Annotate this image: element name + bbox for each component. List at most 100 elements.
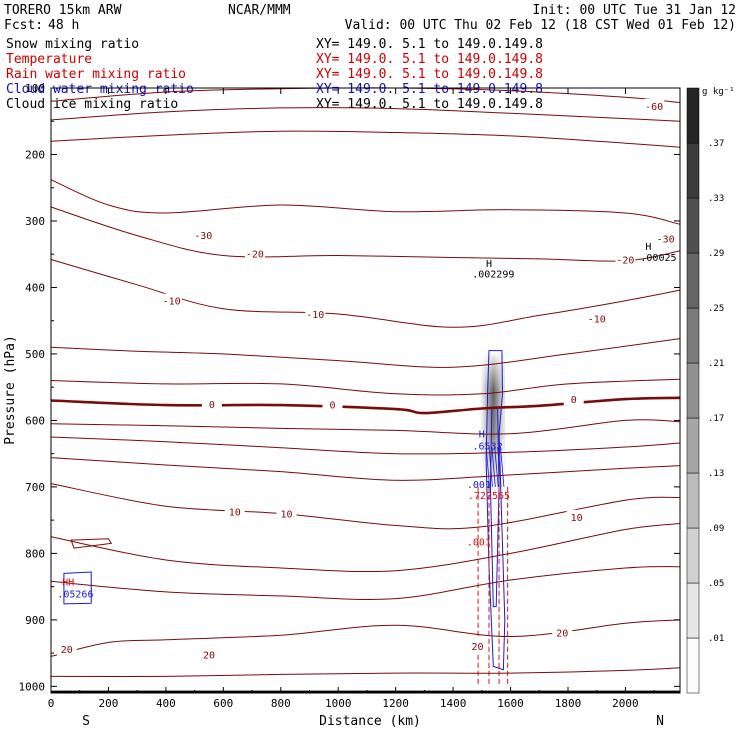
temperature-contour-label: 20 [556, 629, 568, 640]
y-tick-label: 600 [25, 414, 45, 427]
temperature-contour--10 [50, 259, 681, 328]
x-axis-start-label: S [82, 714, 90, 729]
colorbar-segment [686, 472, 700, 529]
contour-label-background [198, 647, 219, 661]
cloud-water-core-line [494, 446, 499, 487]
contour-label-background [563, 392, 584, 406]
colorbar-tick-label: .37 [708, 139, 724, 149]
temperature-contour-label: 10 [571, 513, 583, 524]
contour-label-background [193, 227, 214, 241]
colorbar-segment [686, 142, 700, 199]
colorbar-tick-label: .33 [708, 194, 724, 204]
x-tick-label: 1800 [555, 697, 582, 710]
temperature-contour--30 [50, 179, 681, 225]
temperature-contour-2 [50, 419, 681, 435]
temperature-contour-20 [50, 619, 681, 657]
cloud-water-core-line [497, 446, 502, 487]
contour-label-background [322, 397, 343, 411]
snow-shading-edge-fade [481, 353, 505, 501]
x-tick-label: 1600 [497, 697, 524, 710]
cloud-water-core-line [485, 446, 490, 487]
legend-label-rain: Rain water mixing ratio [6, 67, 186, 82]
temperature-contour--50 [50, 107, 681, 122]
legend-xy-cloud-water: XY= 149.0. 5.1 to 149.0.149.8 [316, 82, 543, 97]
y-tick-label: 800 [25, 547, 45, 560]
contour-label-background [305, 307, 326, 321]
colorbar: .01 .05 .09 .13 .17 .21 .25 .29 .33 .37 g kg⁻¹ [686, 87, 735, 694]
temperature-contour-label: 20 [203, 650, 215, 661]
extremum-label: .001 [467, 480, 491, 491]
temperature-contour-label: -60 [645, 102, 663, 113]
contour-label-background [586, 311, 607, 325]
temperature-contour-label: -10 [163, 297, 181, 308]
cloud-water-small-cell [63, 571, 92, 605]
legend-label-cloud-ice: Cloud ice mixing ratio [6, 97, 178, 112]
colorbar-segment [686, 637, 700, 694]
temperature-contour-label: 10 [280, 509, 292, 520]
contour-label-background [224, 504, 245, 518]
x-axis: 0 200 400 600 800 1000 1200 1400 1600 1800 2000 [48, 88, 655, 710]
colorbar-tick-label: .13 [708, 469, 724, 479]
forecast-label: Fcst: [4, 18, 43, 33]
temperature-contour-14 [50, 523, 681, 573]
colorbar-tick-label: .21 [708, 359, 724, 369]
y-tick-label: 700 [25, 481, 45, 494]
forecast-hours: 48 h [48, 18, 79, 33]
legend: Snow mixing ratio XY= 149.0. 5.1 to 149.… [6, 37, 543, 112]
temperature-contour--5 [50, 338, 681, 368]
temperature-contour-label: -10 [588, 315, 606, 326]
legend-label-snow: Snow mixing ratio [6, 37, 139, 52]
extremum-label: .001 [467, 537, 491, 548]
colorbar-segment [686, 307, 700, 364]
extremum-label: .002299 [472, 269, 514, 280]
extrema-labels: H.002299H.00025H.6532.001.722565.001HH.0… [57, 242, 676, 600]
mixing-ratio-fields [63, 350, 509, 687]
temperature-contour-label: -20 [246, 250, 264, 261]
contour-label-background [56, 642, 77, 656]
cloud-water-core-line [488, 446, 493, 487]
colorbar-segment [686, 582, 700, 639]
colorbar-tick-label: .29 [708, 249, 724, 259]
plot-border [50, 87, 681, 694]
model-title: TORERO 15km ARW [4, 3, 122, 18]
small-temperature-loop [70, 538, 113, 549]
x-tick-label: 800 [271, 697, 291, 710]
x-tick-label: 2000 [612, 697, 639, 710]
contour-label-background [655, 231, 676, 245]
contour-label-background [467, 638, 488, 652]
y-tick-label: 400 [25, 281, 45, 294]
temperature-contour-label: 0 [571, 395, 577, 406]
y-tick-label: 300 [25, 215, 45, 228]
temperature-contour-label: -10 [306, 310, 324, 321]
colorbar-segment [686, 197, 700, 254]
temperature-contour-label: 0 [329, 400, 335, 411]
extremum-label: H [479, 430, 485, 441]
cloud-water-core-line [491, 446, 496, 487]
extremum-label: H [645, 242, 651, 253]
legend-label-temperature: Temperature [6, 52, 92, 67]
contour-label-background [644, 98, 665, 112]
temperature-contour-label: -30 [657, 234, 675, 245]
contour-label-background [615, 252, 636, 266]
temperature-contour-label: 10 [229, 508, 241, 519]
colorbar-segment [686, 87, 700, 144]
colorbar-segment [686, 252, 700, 309]
temperature-contour-label: 20 [61, 645, 73, 656]
colorbar-unit-label: g kg⁻¹ [702, 87, 735, 97]
x-tick-label: 0 [48, 697, 55, 710]
x-axis-title: Distance (km) [319, 714, 421, 729]
plot-frame [50, 87, 681, 694]
center-label: NCAR/MMM [228, 3, 291, 18]
colorbar-tick-label: .05 [708, 579, 724, 589]
extremum-label: .05266 [57, 589, 93, 600]
contour-label-background [161, 293, 182, 307]
temperature-contour-22 [50, 667, 681, 678]
colorbar-tick-label: .25 [708, 304, 724, 314]
x-axis-end-label: N [656, 714, 664, 729]
temperature-contour-label: 20 [471, 642, 483, 653]
cloud-water-contour-outer [485, 350, 506, 671]
colorbar-tick-label: .17 [708, 414, 724, 424]
contour-label-background [201, 396, 222, 410]
